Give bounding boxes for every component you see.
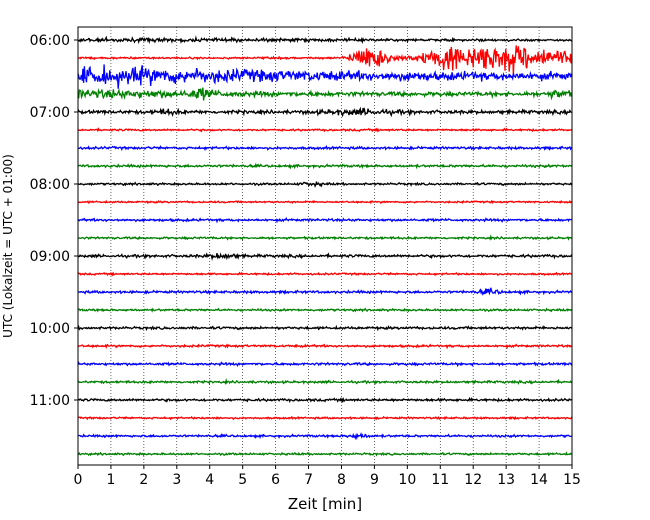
trace-line [77, 287, 573, 296]
seismic-traces [77, 35, 573, 457]
trace-line [77, 106, 573, 118]
trace-line [77, 343, 573, 350]
x-tick-label: 0 [74, 472, 83, 488]
trace-line [77, 127, 573, 133]
trace-line [77, 361, 573, 368]
x-tick-label: 14 [530, 472, 548, 488]
y-tick-label: 06:00 [30, 33, 70, 49]
trace-line [77, 377, 573, 385]
y-tick-label: 09:00 [30, 249, 70, 265]
x-tick-label: 11 [431, 472, 449, 488]
x-tick-label: 3 [172, 472, 181, 488]
x-tick-label: 15 [563, 472, 581, 488]
trace-line [77, 396, 573, 404]
trace-line [77, 35, 573, 45]
x-tick-label: 10 [398, 472, 416, 488]
x-tick-label: 2 [139, 472, 148, 488]
trace-line [77, 307, 573, 313]
trace-line [77, 324, 573, 332]
trace-line [77, 216, 573, 224]
y-axis-ticks: 06:00 07:00 08:00 09:00 10:00 11:00 [30, 33, 78, 409]
trace-line [77, 199, 573, 205]
y-tick-label: 07:00 [30, 105, 70, 121]
y-tick-label: 10:00 [30, 321, 70, 337]
plot-frame [77, 26, 573, 466]
x-tick-label: 12 [464, 472, 482, 488]
trace-line [77, 87, 573, 101]
trace-line [77, 181, 573, 188]
x-axis-label: Zeit [min] [288, 495, 362, 513]
x-tick-label: 1 [106, 472, 115, 488]
grid-lines [110, 27, 540, 465]
x-tick-label: 13 [497, 472, 515, 488]
plot-background [78, 27, 572, 465]
x-tick-label: 6 [271, 472, 280, 488]
trace-line [77, 451, 573, 457]
x-tick-label: 4 [205, 472, 214, 488]
y-axis-label: UTC (Lokalzeit = UTC + 01:00) [1, 154, 15, 338]
trace-line [77, 271, 573, 277]
trace-line [78, 234, 573, 241]
x-tick-label: 8 [337, 472, 346, 488]
trace-line [77, 432, 573, 441]
trace-line [77, 45, 573, 76]
x-tick-label: 7 [304, 472, 313, 488]
x-tick-label: 5 [238, 472, 247, 488]
trace-line [77, 162, 573, 170]
y-tick-label: 08:00 [30, 177, 70, 193]
y-tick-label: 11:00 [30, 393, 70, 409]
x-tick-label: 9 [370, 472, 379, 488]
trace-line [77, 64, 573, 89]
x-axis-ticks: 0 1 2 3 4 5 6 7 8 9 10 11 12 13 14 15 [74, 465, 581, 488]
trace-line [77, 252, 573, 261]
trace-line [77, 145, 573, 152]
trace-line [77, 415, 573, 421]
